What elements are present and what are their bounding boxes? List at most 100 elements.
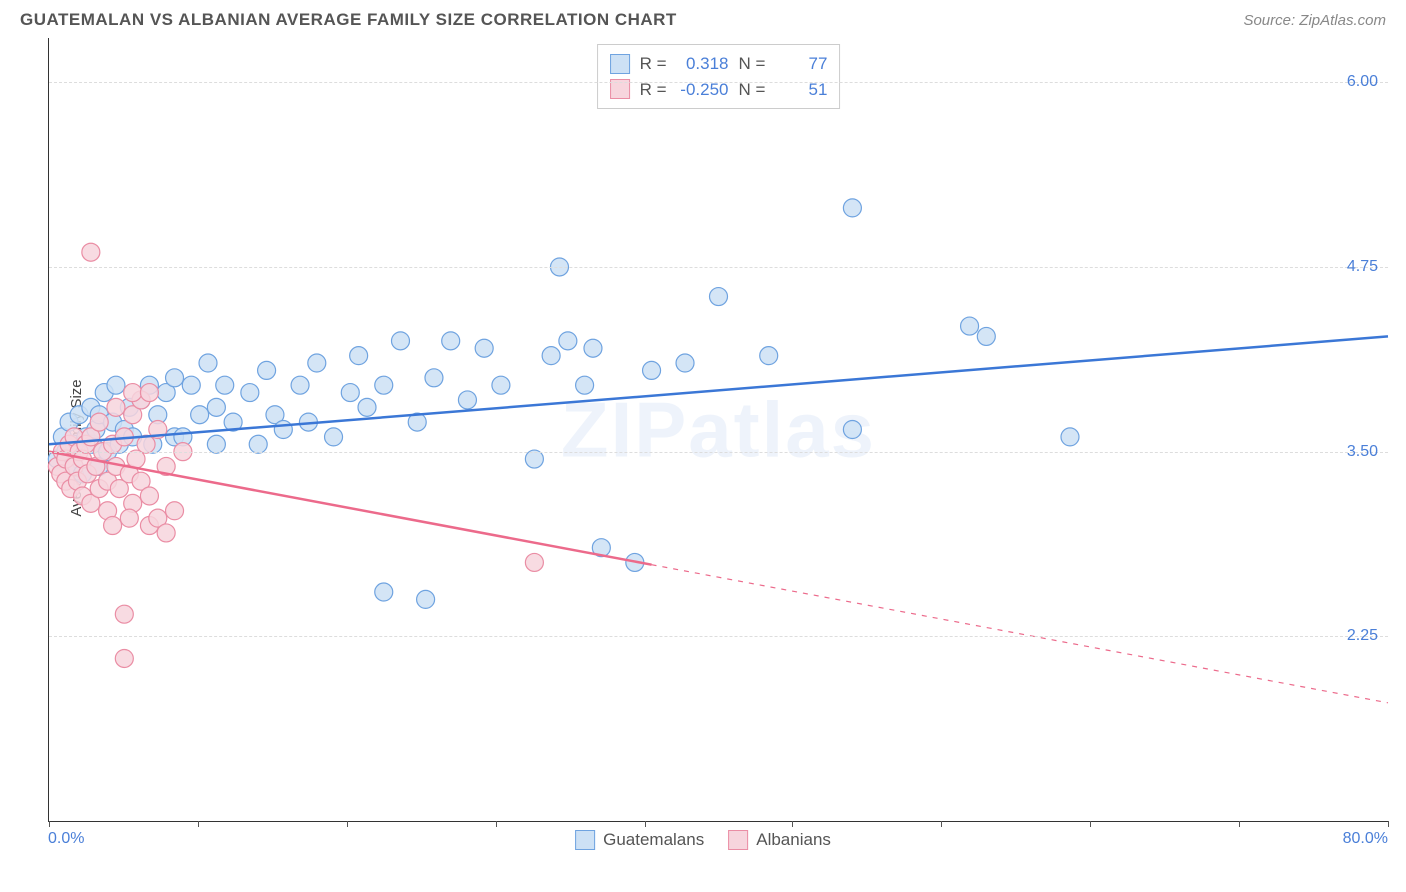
x-tick-label: 80.0%	[1343, 830, 1388, 848]
legend-swatch-icon	[610, 54, 630, 74]
scatter-point	[442, 332, 460, 350]
n-value: 51	[775, 77, 827, 103]
plot-svg	[49, 38, 1388, 821]
x-tick	[1090, 821, 1091, 827]
x-tick	[347, 821, 348, 827]
scatter-point	[676, 354, 694, 372]
scatter-point	[182, 376, 200, 394]
source-label: Source: ZipAtlas.com	[1243, 12, 1386, 29]
gridline	[49, 82, 1388, 83]
y-tick-label: 4.75	[1347, 258, 1378, 276]
legend-series: Guatemalans Albanians	[575, 830, 831, 850]
scatter-point	[82, 243, 100, 261]
scatter-point	[341, 384, 359, 402]
scatter-point	[207, 435, 225, 453]
scatter-point	[325, 428, 343, 446]
scatter-point	[207, 398, 225, 416]
scatter-point	[124, 384, 142, 402]
scatter-point	[475, 339, 493, 357]
r-label: R =	[640, 77, 667, 103]
scatter-point	[977, 327, 995, 345]
scatter-point	[358, 398, 376, 416]
scatter-point	[525, 450, 543, 468]
legend-stats: R = 0.318 N = 77 R = -0.250 N = 51	[597, 44, 841, 109]
scatter-point	[760, 347, 778, 365]
gridline	[49, 636, 1388, 637]
scatter-point	[584, 339, 602, 357]
x-tick	[941, 821, 942, 827]
n-value: 77	[775, 51, 827, 77]
scatter-point	[274, 421, 292, 439]
scatter-point	[458, 391, 476, 409]
scatter-point	[191, 406, 209, 424]
scatter-point	[107, 376, 125, 394]
legend-stats-row: R = 0.318 N = 77	[610, 51, 828, 77]
y-tick-label: 2.25	[1347, 627, 1378, 645]
scatter-point	[1061, 428, 1079, 446]
scatter-point	[843, 199, 861, 217]
trend-line-extrapolated	[652, 565, 1388, 703]
scatter-point	[166, 369, 184, 387]
r-label: R =	[640, 51, 667, 77]
scatter-point	[115, 605, 133, 623]
legend-item: Guatemalans	[575, 830, 704, 850]
scatter-point	[166, 502, 184, 520]
chart-title: GUATEMALAN VS ALBANIAN AVERAGE FAMILY SI…	[20, 10, 677, 30]
x-tick	[496, 821, 497, 827]
y-tick-label: 6.00	[1347, 73, 1378, 91]
x-tick	[1388, 821, 1389, 827]
scatter-point	[216, 376, 234, 394]
scatter-point	[576, 376, 594, 394]
scatter-point	[291, 376, 309, 394]
x-tick	[1239, 821, 1240, 827]
legend-swatch-icon	[575, 830, 595, 850]
header: GUATEMALAN VS ALBANIAN AVERAGE FAMILY SI…	[0, 0, 1406, 38]
legend-swatch-icon	[728, 830, 748, 850]
scatter-point	[249, 435, 267, 453]
x-tick	[645, 821, 646, 827]
scatter-point	[643, 361, 661, 379]
scatter-point	[525, 553, 543, 571]
scatter-point	[140, 384, 158, 402]
scatter-point	[199, 354, 217, 372]
legend-label: Albanians	[756, 830, 831, 850]
scatter-point	[710, 288, 728, 306]
scatter-point	[120, 509, 138, 527]
n-label: N =	[739, 51, 766, 77]
scatter-point	[425, 369, 443, 387]
scatter-point	[107, 398, 125, 416]
scatter-point	[375, 583, 393, 601]
gridline	[49, 452, 1388, 453]
scatter-point	[350, 347, 368, 365]
scatter-point	[258, 361, 276, 379]
scatter-point	[542, 347, 560, 365]
scatter-point	[308, 354, 326, 372]
r-value: 0.318	[677, 51, 729, 77]
legend-item: Albanians	[728, 830, 831, 850]
scatter-point	[140, 487, 158, 505]
x-tick	[49, 821, 50, 827]
plot-area: ZIPatlas R = 0.318 N = 77 R = -0.250 N =…	[48, 38, 1388, 822]
scatter-point	[843, 421, 861, 439]
scatter-point	[492, 376, 510, 394]
legend-label: Guatemalans	[603, 830, 704, 850]
r-value: -0.250	[677, 77, 729, 103]
y-tick-label: 3.50	[1347, 443, 1378, 461]
chart-container: Average Family Size ZIPatlas R = 0.318 N…	[0, 38, 1406, 858]
legend-stats-row: R = -0.250 N = 51	[610, 77, 828, 103]
scatter-point	[157, 524, 175, 542]
scatter-point	[90, 413, 108, 431]
scatter-point	[559, 332, 577, 350]
gridline	[49, 267, 1388, 268]
scatter-point	[104, 517, 122, 535]
scatter-point	[375, 376, 393, 394]
scatter-point	[417, 590, 435, 608]
scatter-point	[115, 649, 133, 667]
scatter-point	[961, 317, 979, 335]
x-tick	[198, 821, 199, 827]
scatter-point	[241, 384, 259, 402]
x-tick-label: 0.0%	[48, 830, 84, 848]
scatter-point	[391, 332, 409, 350]
n-label: N =	[739, 77, 766, 103]
x-tick	[792, 821, 793, 827]
